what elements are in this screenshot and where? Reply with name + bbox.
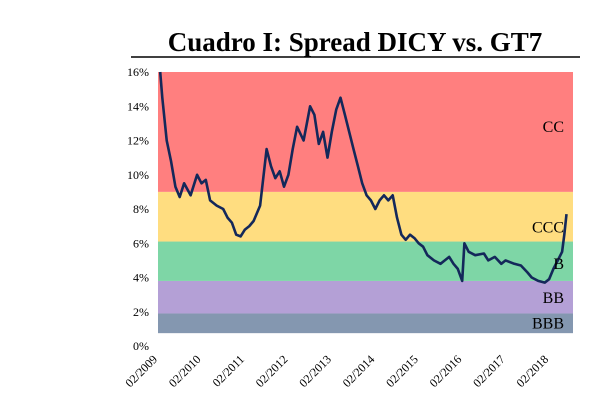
band-label-ccc: CCC <box>532 220 564 237</box>
y-axis: 0% 2% 4% 6% 8% 10% 12% 14% 16% <box>127 65 149 353</box>
x-tick-label: 02/2010 <box>166 352 204 390</box>
x-tick-label: 02/2012 <box>253 352 291 390</box>
x-tick-label: 02/2014 <box>340 352 378 390</box>
y-tick-label: 4% <box>133 271 149 285</box>
y-tick-label: 14% <box>127 99 149 113</box>
band-label-b: B <box>553 256 564 273</box>
x-tick-label: 02/2011 <box>210 352 247 389</box>
spread-series <box>158 71 568 284</box>
x-tick-label: 02/2009 <box>122 352 160 390</box>
band-bb <box>158 280 573 314</box>
y-tick-label: 6% <box>133 236 149 250</box>
band-label-cc: CC <box>543 119 564 136</box>
y-tick-label: 12% <box>127 134 149 148</box>
band-cc <box>158 72 573 192</box>
y-tick-label: 10% <box>127 168 149 182</box>
y-tick-label: 2% <box>133 305 149 319</box>
chart-title: Cuadro I: Spread DICY vs. GT7 <box>168 27 543 57</box>
band-label-bb: BB <box>543 290 564 307</box>
x-tick-label: 02/2017 <box>470 352 508 390</box>
y-tick-label: 16% <box>127 65 149 79</box>
y-tick-label: 8% <box>133 202 149 216</box>
y-tick-label: 0% <box>133 339 149 353</box>
x-tick-label: 02/2013 <box>296 352 334 390</box>
x-tick-label: 02/2015 <box>383 352 421 390</box>
x-tick-label: 02/2018 <box>514 352 552 390</box>
x-axis: 02/2009 02/2010 02/2011 02/2012 02/2013 02/20… <box>122 352 551 390</box>
rating-bands <box>158 72 573 334</box>
series-line-0 <box>158 71 568 284</box>
band-ccc <box>158 191 573 242</box>
band-bbb <box>158 313 573 334</box>
x-tick-label: 02/2016 <box>427 352 465 390</box>
band-label-bbb: BBB <box>532 315 564 332</box>
